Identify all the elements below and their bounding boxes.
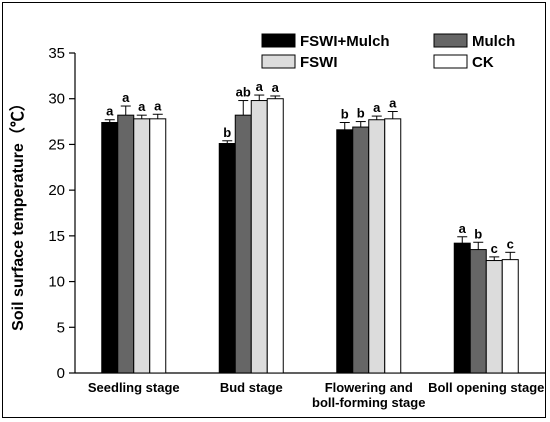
bar: [234, 114, 252, 374]
x-category-label: Flowering and: [325, 380, 413, 395]
legend: FSWI+Mulch Mulch FSWI CK: [261, 33, 515, 71]
legend-label: CK: [472, 54, 494, 71]
bar: [501, 259, 519, 374]
significance-letter: a: [138, 99, 146, 114]
bar: [368, 119, 386, 374]
y-tick-label: 25: [48, 136, 65, 153]
legend-label: FSWI+Mulch: [300, 33, 390, 50]
y-tick-label: 20: [48, 182, 65, 199]
x-axis: Seedling stage Bud stage Flowering andboll…: [75, 372, 545, 410]
significance-letter: a: [122, 90, 130, 105]
y-tick-label: 15: [48, 228, 65, 245]
y-tick-label: 5: [57, 319, 65, 336]
bar: [485, 260, 503, 374]
significance-letter: c: [507, 236, 514, 251]
significance-letter: ab: [236, 85, 251, 100]
significance-letter: a: [154, 98, 162, 113]
bar: [453, 242, 471, 374]
bar: [117, 114, 135, 374]
legend-swatch: [433, 33, 468, 48]
legend-swatch: [261, 54, 296, 69]
significance-letter: b: [474, 226, 482, 241]
bar: [352, 126, 370, 374]
bar: [218, 143, 236, 374]
y-tick-label: 30: [48, 91, 65, 108]
significance-letter: a: [256, 79, 264, 94]
significance-letter: a: [389, 96, 397, 111]
x-category-label: Bud stage: [220, 380, 283, 395]
y-axis-label: Soil surface temperature（℃）: [9, 95, 27, 331]
bar: [133, 118, 151, 374]
x-category-label: Boll opening stage: [428, 380, 544, 395]
significance-letter: a: [272, 80, 280, 95]
x-category-label: Seedling stage: [88, 380, 180, 395]
significance-letter: a: [106, 104, 114, 119]
significance-letter: b: [341, 106, 349, 121]
legend-swatch: [433, 54, 468, 69]
significance-letter: c: [491, 241, 498, 256]
legend-label: FSWI: [300, 54, 338, 71]
significance-letter: b: [357, 106, 365, 121]
y-axis: 0 5 10 15 20 25 30 35: [48, 45, 76, 382]
bar: [266, 98, 284, 374]
bar: [384, 118, 402, 374]
significance-letter: a: [373, 100, 381, 115]
significance-letter: a: [459, 221, 467, 236]
legend-label: Mulch: [472, 33, 515, 50]
legend-swatch: [261, 33, 296, 48]
x-category-label: boll-forming stage: [312, 395, 425, 410]
bar: [149, 118, 167, 374]
bar: [336, 129, 354, 374]
bar: [469, 249, 487, 374]
bar: [250, 100, 268, 374]
significance-letter: b: [223, 125, 231, 140]
y-tick-label: 35: [48, 45, 65, 62]
y-tick-label: 10: [48, 274, 65, 291]
bar: [101, 121, 119, 374]
y-tick-label: 0: [57, 365, 65, 382]
